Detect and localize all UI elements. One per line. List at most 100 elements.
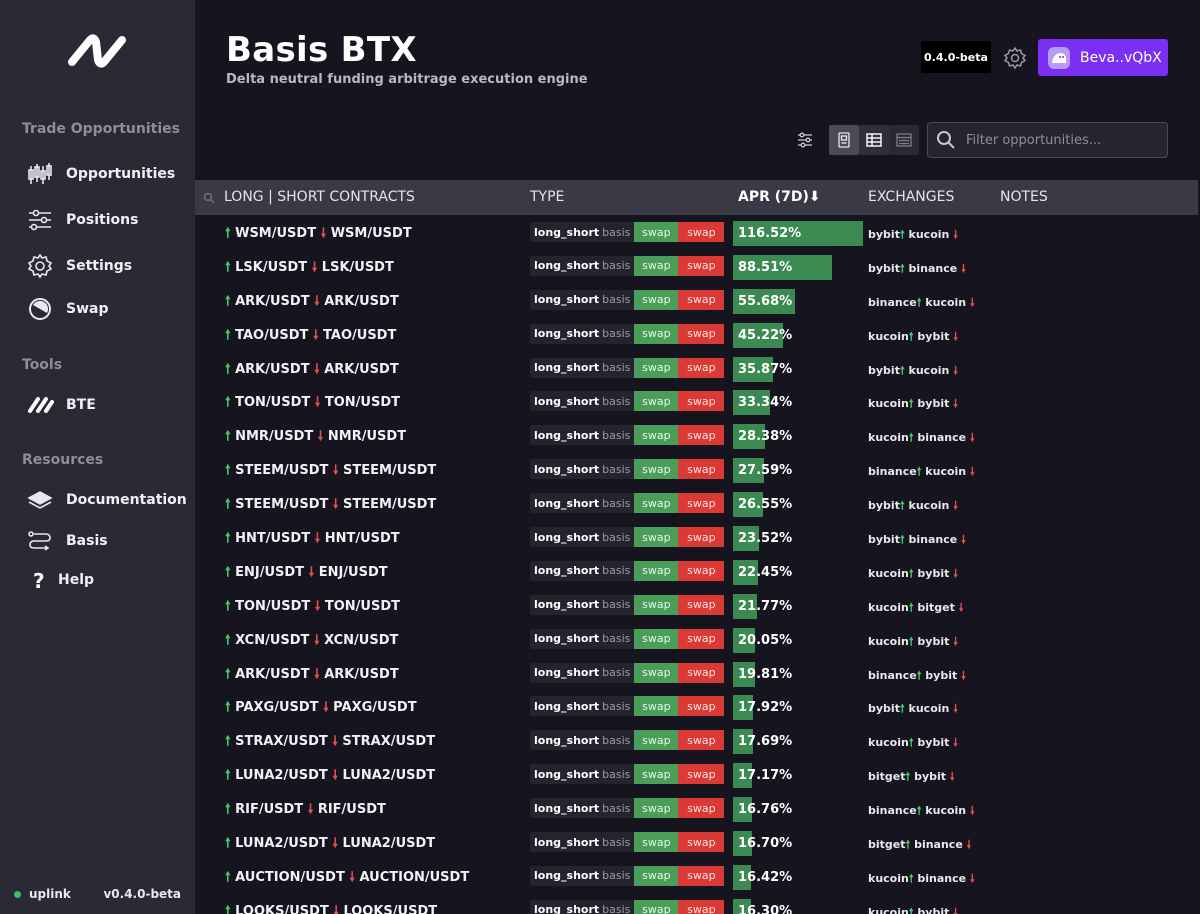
search-icon bbox=[937, 131, 955, 149]
long-contract: STRAX/USDT bbox=[235, 734, 328, 750]
table-row[interactable]: 🠕 LUNA2/USDT 🠗 LUNA2/USDT long_short basis… bbox=[195, 827, 1200, 861]
short-exchange: kucoin bbox=[908, 363, 950, 377]
table-row[interactable]: 🠕 NMR/USDT 🠗 NMR/USDT long_short basis swap… bbox=[195, 420, 1200, 454]
long-arrow-icon: 🠕 bbox=[225, 259, 231, 275]
column-header-contracts[interactable]: LONG | SHORT CONTRACTS bbox=[224, 189, 415, 205]
search-box[interactable] bbox=[927, 122, 1168, 158]
table-row[interactable]: 🠕 RIF/USDT 🠗 RIF/USDT long_short basis swap… bbox=[195, 793, 1200, 827]
table-row[interactable]: 🠕 ARK/USDT 🠗 ARK/USDT long_short basis swap… bbox=[195, 658, 1200, 692]
short-swap-badge: swap bbox=[678, 323, 725, 344]
short-contract: PAXG/USDT bbox=[333, 700, 417, 716]
short-arrow-icon: 🠗 bbox=[961, 668, 966, 682]
column-header-type[interactable]: TYPE bbox=[530, 189, 565, 205]
table-row[interactable]: 🠕 AUCTION/USDT 🠗 AUCTION/USDT long_short b… bbox=[195, 861, 1200, 895]
type-cell: long_short basis swap swap bbox=[530, 527, 725, 548]
apr-cell: 88.51% bbox=[733, 254, 863, 280]
long-swap-badge: swap bbox=[634, 899, 679, 914]
sidebar-item-bte[interactable]: BTE bbox=[26, 391, 96, 419]
long-contract: HNT/USDT bbox=[235, 531, 311, 547]
table-row[interactable]: 🠕 PAXG/USDT 🠗 PAXG/USDT long_short basis sw… bbox=[195, 691, 1200, 725]
short-arrow-icon: 🠗 bbox=[314, 531, 321, 547]
short-arrow-icon: 🠗 bbox=[969, 295, 975, 309]
table-row[interactable]: 🠕 TAO/USDT 🠗 TAO/USDT long_short basis swap… bbox=[195, 319, 1200, 353]
table-row[interactable]: 🠕 ARK/USDT 🠗 ARK/USDT long_short basis swap… bbox=[195, 353, 1200, 387]
apr-bar bbox=[733, 458, 764, 484]
apr-cell: 19.81% bbox=[733, 661, 863, 687]
table-row[interactable]: 🠕 XCN/USDT 🠗 XCN/USDT long_short basis swap… bbox=[195, 624, 1200, 658]
card-view-button[interactable] bbox=[829, 125, 859, 155]
table-row[interactable]: 🠕 LOOKS/USDT 🠗 LOOKS/USDT long_short basis… bbox=[195, 895, 1200, 914]
table-row[interactable]: 🠕 STEEM/USDT 🠗 STEEM/USDT long_short basis… bbox=[195, 488, 1200, 522]
long-exchange: kucoin bbox=[868, 397, 909, 411]
table-row[interactable]: 🠕 LUNA2/USDT 🠗 LUNA2/USDT long_short basis… bbox=[195, 759, 1200, 793]
long-arrow-icon: 🠕 bbox=[908, 566, 914, 580]
table-row[interactable]: 🠕 TON/USDT 🠗 TON/USDT long_short basis swap… bbox=[195, 386, 1200, 420]
short-arrow-icon: 🠗 bbox=[313, 632, 320, 648]
exchanges-cell: bybit🠕 binance 🠗 bbox=[868, 260, 966, 279]
short-exchange: binance bbox=[914, 838, 963, 852]
table-row[interactable]: 🠕 ENJ/USDT 🠗 ENJ/USDT long_short basis swap… bbox=[195, 556, 1200, 590]
exchanges-cell: kucoin🠕 bybit 🠗 bbox=[868, 395, 958, 414]
long-exchange: bybit bbox=[868, 228, 900, 241]
table-row[interactable]: 🠕 LSK/USDT 🠗 LSK/USDT long_short basis swap… bbox=[195, 251, 1200, 285]
settings-gear-icon[interactable] bbox=[1003, 46, 1027, 70]
short-arrow-icon: 🠗 bbox=[323, 700, 329, 716]
long-swap-badge: swap bbox=[634, 391, 679, 412]
table-row[interactable]: 🠕 ARK/USDT 🠗 ARK/USDT long_short basis swap… bbox=[195, 285, 1200, 319]
long-exchange: binance bbox=[868, 295, 917, 309]
long-swap-badge: swap bbox=[634, 255, 679, 276]
short-swap-badge: swap bbox=[678, 222, 725, 242]
table-row[interactable]: 🠕 TON/USDT 🠗 TON/USDT long_short basis swap… bbox=[195, 590, 1200, 624]
apr-value: 23.52% bbox=[738, 531, 793, 547]
search-input[interactable] bbox=[964, 131, 1158, 149]
type-cell: long_short basis swap swap bbox=[530, 459, 725, 480]
apr-bar bbox=[733, 729, 753, 755]
exchanges-cell: kucoin🠕 bybit 🠗 bbox=[868, 565, 958, 584]
short-swap-badge: swap bbox=[678, 865, 725, 886]
app-logo-icon[interactable] bbox=[68, 34, 126, 68]
table-row[interactable]: 🠕 HNT/USDT 🠗 HNT/USDT long_short basis swap… bbox=[195, 522, 1200, 556]
wallet-button[interactable]: Beva..vQbX bbox=[1038, 39, 1168, 76]
short-arrow-icon: 🠗 bbox=[332, 734, 338, 750]
long-exchange: kucoin bbox=[868, 736, 909, 750]
long-exchange: binance bbox=[868, 804, 917, 818]
column-header-apr[interactable]: APR (7D)⬇ bbox=[738, 189, 821, 205]
sidebar-item-swap[interactable]: Swap bbox=[26, 295, 109, 323]
filter-settings-button[interactable] bbox=[790, 125, 820, 155]
short-contract: TON/USDT bbox=[324, 598, 400, 614]
sidebar-item-positions[interactable]: Positions bbox=[26, 206, 138, 234]
type-label: long_short basis bbox=[530, 899, 635, 914]
sidebar-item-help[interactable]: ? Help bbox=[26, 566, 94, 594]
wallet-address: Beva..vQbX bbox=[1080, 49, 1162, 66]
sidebar-item-basis[interactable]: Basis bbox=[26, 527, 108, 555]
contracts-cell: 🠕 LSK/USDT 🠗 LSK/USDT bbox=[225, 258, 394, 280]
sliders-icon bbox=[798, 132, 812, 148]
sidebar-item-opportunities[interactable]: Opportunities bbox=[26, 160, 175, 188]
footer-version: v0.4.0-beta bbox=[103, 887, 181, 901]
long-contract: XCN/USDT bbox=[235, 632, 310, 648]
column-header-notes[interactable]: NOTES bbox=[1000, 189, 1048, 205]
sidebar-item-documentation[interactable]: Documentation bbox=[26, 486, 187, 514]
column-header-exchanges[interactable]: EXCHANGES bbox=[868, 189, 955, 205]
exchanges-cell: bybit🠕 kucoin 🠗 bbox=[868, 362, 958, 381]
table-row[interactable]: 🠕 STRAX/USDT 🠗 STRAX/USDT long_short basis… bbox=[195, 725, 1200, 759]
table-row[interactable]: 🠕 STEEM/USDT 🠗 STEEM/USDT long_short basis… bbox=[195, 454, 1200, 488]
long-arrow-icon: 🠕 bbox=[916, 804, 922, 818]
type-cell: long_short basis swap swap bbox=[530, 764, 725, 785]
table-row[interactable]: 🠕 WSM/USDT 🠗 WSM/USDT long_short basis swap… bbox=[195, 217, 1200, 251]
apr-value: 16.30% bbox=[738, 903, 793, 914]
list-view-button[interactable] bbox=[889, 125, 919, 155]
type-cell: long_short basis swap swap bbox=[530, 289, 725, 310]
sidebar-item-settings[interactable]: Settings bbox=[26, 252, 132, 280]
type-cell: long_short basis swap swap bbox=[530, 628, 725, 649]
long-arrow-icon: 🠕 bbox=[225, 768, 231, 784]
page-subtitle: Delta neutral funding arbitrage executio… bbox=[226, 72, 588, 87]
short-contract: WSM/USDT bbox=[330, 226, 412, 241]
short-arrow-icon: 🠗 bbox=[953, 329, 958, 343]
exchanges-cell: binance🠕 kucoin 🠗 bbox=[868, 463, 975, 482]
long-arrow-icon: 🠕 bbox=[908, 600, 914, 614]
long-swap-badge: swap bbox=[634, 764, 679, 785]
table-view-button[interactable] bbox=[859, 125, 889, 155]
sidebar-item-label: BTE bbox=[66, 397, 96, 413]
short-swap-badge: swap bbox=[678, 730, 725, 751]
